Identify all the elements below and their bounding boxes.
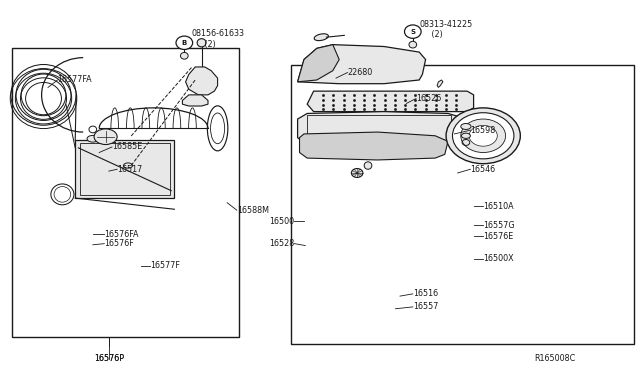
Ellipse shape bbox=[404, 25, 421, 38]
Polygon shape bbox=[298, 45, 339, 82]
Ellipse shape bbox=[452, 113, 514, 159]
Text: 16576F: 16576F bbox=[104, 239, 134, 248]
Text: 16576P: 16576P bbox=[94, 355, 124, 363]
Text: 16528: 16528 bbox=[269, 239, 294, 248]
Polygon shape bbox=[298, 112, 464, 147]
Ellipse shape bbox=[197, 39, 206, 47]
Bar bbox=[291, 65, 634, 344]
Polygon shape bbox=[300, 132, 448, 160]
Ellipse shape bbox=[409, 41, 417, 48]
Text: 16500: 16500 bbox=[269, 217, 294, 226]
Ellipse shape bbox=[461, 124, 471, 129]
Text: 08313-41225
     (2): 08313-41225 (2) bbox=[419, 20, 472, 39]
Text: 16576E: 16576E bbox=[483, 232, 513, 241]
Text: 16576P: 16576P bbox=[94, 355, 124, 363]
Bar bbox=[307, 115, 451, 143]
Ellipse shape bbox=[364, 162, 372, 169]
Ellipse shape bbox=[87, 135, 99, 142]
Ellipse shape bbox=[469, 125, 497, 146]
Text: 16585E: 16585E bbox=[112, 142, 142, 151]
Text: 16510A: 16510A bbox=[483, 202, 514, 211]
Polygon shape bbox=[298, 45, 426, 84]
Text: 16516: 16516 bbox=[413, 289, 438, 298]
Text: R165008C: R165008C bbox=[534, 355, 575, 363]
Text: 16546: 16546 bbox=[470, 165, 495, 174]
Text: 16557: 16557 bbox=[413, 302, 438, 311]
Text: 16557G: 16557G bbox=[483, 221, 515, 230]
Ellipse shape bbox=[176, 36, 193, 49]
Ellipse shape bbox=[461, 133, 470, 138]
Text: B: B bbox=[182, 40, 187, 46]
Text: 16500X: 16500X bbox=[483, 254, 514, 263]
Ellipse shape bbox=[446, 108, 520, 164]
Text: 08156-61633
     (2): 08156-61633 (2) bbox=[192, 29, 245, 49]
Text: 16577FA: 16577FA bbox=[58, 76, 92, 84]
Polygon shape bbox=[186, 67, 218, 95]
Bar bbox=[76, 140, 175, 198]
Bar bbox=[12, 48, 239, 337]
Ellipse shape bbox=[94, 129, 117, 144]
Text: 16577F: 16577F bbox=[150, 262, 180, 270]
Bar bbox=[80, 143, 170, 195]
Polygon shape bbox=[307, 91, 474, 112]
Ellipse shape bbox=[461, 119, 506, 153]
Text: 16598: 16598 bbox=[470, 126, 495, 135]
Polygon shape bbox=[182, 95, 208, 106]
Text: 16588M: 16588M bbox=[237, 206, 269, 215]
Text: 16517: 16517 bbox=[117, 165, 142, 174]
Ellipse shape bbox=[314, 34, 328, 41]
Text: S: S bbox=[410, 29, 415, 35]
Text: 16576FA: 16576FA bbox=[104, 230, 139, 239]
Ellipse shape bbox=[124, 163, 132, 168]
Text: 16526: 16526 bbox=[416, 94, 441, 103]
Ellipse shape bbox=[180, 52, 188, 59]
Ellipse shape bbox=[351, 169, 363, 177]
Polygon shape bbox=[437, 80, 443, 87]
Text: 22680: 22680 bbox=[348, 68, 372, 77]
